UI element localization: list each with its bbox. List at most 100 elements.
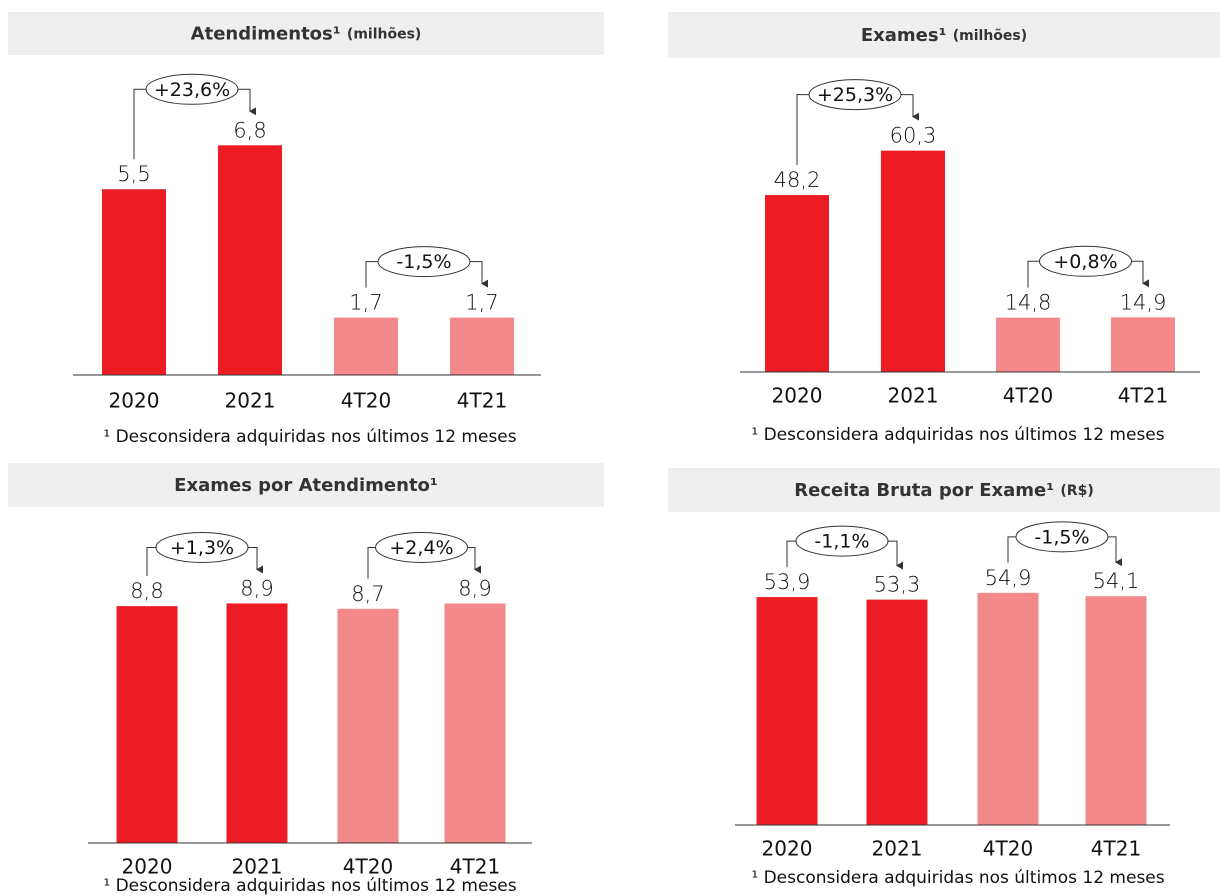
- footnote: ¹ Desconsidera adquiridas nos últimos 12…: [751, 425, 1164, 445]
- header-bg: [668, 12, 1220, 58]
- value-label: 5,5: [117, 162, 150, 186]
- x-tick-label: 4T20: [341, 389, 391, 413]
- footnote: ¹ Desconsidera adquiridas nos últimos 12…: [751, 868, 1164, 888]
- bar: [102, 189, 166, 375]
- chart-title: Receita Bruta por Exame¹ (R$): [794, 480, 1093, 501]
- x-tick-label: 4T20: [1003, 384, 1053, 408]
- bar: [337, 608, 399, 843]
- value-label: 8,8: [130, 579, 163, 603]
- bar: [977, 592, 1039, 825]
- bar: [1111, 317, 1175, 372]
- bar: [765, 195, 829, 372]
- x-tick-label: 4T20: [343, 855, 393, 879]
- header-bg: [8, 463, 604, 507]
- bar: [756, 597, 818, 825]
- annotation-bubble: [1039, 245, 1132, 277]
- x-tick-label: 4T21: [450, 855, 500, 879]
- annotation-bubble: [155, 531, 249, 563]
- bar: [450, 317, 514, 375]
- annotation-bubble: [377, 246, 471, 278]
- value-label: 54,9: [985, 566, 1032, 590]
- x-tick-label: 2020: [772, 384, 823, 408]
- subtitle: (R$): [1060, 483, 1093, 499]
- title-text: Exames por Atendimento¹: [174, 475, 438, 496]
- footnote: ¹ Desconsidera adquiridas nos últimos 12…: [103, 876, 516, 896]
- bracket: [796, 94, 809, 166]
- title-text: Receita Bruta por Exame¹: [794, 480, 1054, 501]
- bracket: [133, 88, 146, 160]
- chart-title: Exames por Atendimento¹: [174, 475, 438, 496]
- bracket: [1027, 260, 1040, 288]
- x-tick-label: 4T21: [457, 389, 507, 413]
- annotation-bubble: [145, 73, 239, 105]
- bracket-arrow: [1131, 260, 1149, 288]
- x-tick-label: 2021: [232, 855, 283, 879]
- x-tick-label: 2020: [762, 837, 813, 861]
- subtitle: (milhões): [347, 27, 421, 43]
- title-text: Atendimentos¹: [191, 24, 341, 45]
- value-label: 8,9: [458, 576, 491, 600]
- x-tick-label: 2020: [122, 855, 173, 879]
- bracket: [1007, 536, 1016, 563]
- value-label: 8,7: [351, 582, 384, 606]
- annotation: +1,3%: [170, 537, 234, 559]
- bracket-arrow: [888, 540, 903, 570]
- value-label: 54,1: [1093, 569, 1140, 593]
- annotation: +23,6%: [154, 79, 230, 101]
- bar: [218, 145, 282, 375]
- bar: [116, 606, 178, 843]
- annotation-bubble: [795, 525, 889, 557]
- annotation: -1,5%: [396, 251, 451, 273]
- x-tick-label: 4T20: [983, 837, 1033, 861]
- value-label: 53,3: [874, 573, 921, 597]
- value-label: 60,3: [890, 124, 937, 148]
- annotation: +0,8%: [1053, 251, 1117, 273]
- annotation-bubble: [375, 531, 468, 563]
- value-label: 14,8: [1005, 291, 1052, 315]
- value-label: 1,7: [349, 291, 382, 315]
- bar: [1085, 596, 1147, 825]
- annotation: -1,5%: [1034, 526, 1089, 548]
- bracket: [367, 546, 376, 579]
- annotation-bubble: [1015, 521, 1109, 553]
- x-tick-label: 2021: [872, 837, 923, 861]
- value-label: 14,9: [1120, 290, 1167, 314]
- x-tick-label: 2020: [109, 389, 160, 413]
- bracket-arrow: [901, 94, 919, 121]
- bracket-arrow: [248, 546, 263, 574]
- annotation: +2,4%: [389, 537, 453, 559]
- value-label: 8,9: [240, 576, 273, 600]
- value-label: 48,2: [774, 168, 821, 192]
- value-label: 6,8: [233, 118, 266, 142]
- bar: [444, 603, 506, 843]
- bar: [881, 150, 945, 372]
- x-tick-label: 4T21: [1091, 837, 1141, 861]
- bracket-arrow: [238, 88, 256, 116]
- annotation-bubble: [808, 79, 902, 111]
- header-bg: [8, 12, 604, 55]
- annotation: -1,1%: [814, 531, 869, 553]
- x-tick-label: 4T21: [1118, 384, 1168, 408]
- bracket-arrow: [467, 546, 481, 574]
- bracket: [146, 546, 156, 577]
- x-tick-label: 2021: [225, 389, 276, 413]
- bracket-arrow: [470, 261, 488, 288]
- value-label: 1,7: [465, 291, 498, 315]
- subtitle: (milhões): [953, 28, 1027, 44]
- x-tick-label: 2021: [888, 384, 939, 408]
- bracket: [786, 540, 796, 568]
- header-bg: [668, 468, 1220, 512]
- bar: [334, 317, 398, 375]
- footnote: ¹ Desconsidera adquiridas nos últimos 12…: [103, 427, 516, 447]
- bar: [866, 599, 928, 825]
- bar: [226, 603, 288, 843]
- chart-title: Atendimentos¹ (milhões): [191, 24, 422, 45]
- bracket-arrow: [1108, 536, 1122, 567]
- value-label: 53,9: [764, 570, 811, 594]
- chart-title: Exames¹ (milhões): [861, 25, 1027, 46]
- annotation: +25,3%: [817, 84, 893, 106]
- title-text: Exames¹: [861, 25, 947, 46]
- bar: [996, 317, 1060, 372]
- bracket: [365, 261, 378, 288]
